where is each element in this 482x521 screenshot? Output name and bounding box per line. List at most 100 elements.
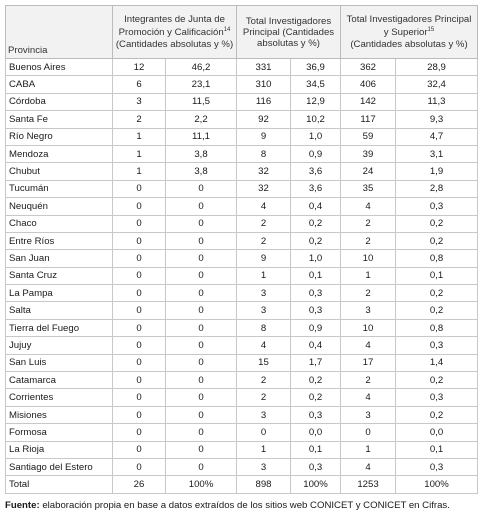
table-row: Misiones 0 0 3 0,3 3 0,2 [5,405,479,425]
cell: 4 [340,336,397,355]
table-row: San Luis 0 0 15 1,7 17 1,4 [5,353,479,373]
cell: 0,2 [395,371,479,390]
cell: 0,2 [290,231,342,251]
province-cell: Tucumán [5,179,113,199]
footer-label: Fuente: [5,500,40,511]
table-row: Salta 0 0 3 0,3 3 0,2 [5,301,479,320]
cell: 0,2 [290,388,342,407]
table-row: Chaco 0 0 2 0,2 2 0,2 [5,214,479,233]
cell: 0 [164,353,238,373]
province-cell: La Rioja [5,440,113,459]
cell: 32 [236,162,292,181]
cell: 0,8 [395,249,479,268]
cell: 0,1 [395,266,479,286]
cell: 0 [236,423,292,442]
cell: 0 [164,249,238,268]
cell: 1,7 [290,353,342,373]
province-cell: Neuquén [5,197,113,216]
cell: 0 [164,318,238,338]
cell: 0 [112,179,166,199]
province-cell: Córdoba [5,92,113,112]
cell: 3,6 [290,179,342,199]
cell: 0,2 [395,231,479,251]
cell: 2 [236,231,292,251]
cell: 2 [340,214,397,233]
province-cell: Corrientes [5,388,113,407]
cell: 2,2 [164,110,238,129]
cell: 0 [164,214,238,233]
cell: 17 [340,353,397,373]
header-text: Integrantes de Junta de Promoción y Cali… [118,14,225,39]
table-row: Catamarca 0 0 2 0,2 2 0,2 [5,371,479,390]
cell: 0,1 [290,440,342,459]
cell: 3,1 [395,144,479,164]
cell: 0 [112,231,166,251]
cell: 0 [164,197,238,216]
header-text: (Cantidades absolutas y %) [115,38,234,50]
cell: 24 [340,162,397,181]
cell: 100% [164,475,238,494]
cell: 117 [340,110,397,129]
table-row: Jujuy 0 0 4 0,4 4 0,3 [5,336,479,355]
province-cell: CABA [5,75,113,94]
cell: 9,3 [395,110,479,129]
cell: 1 [340,266,397,286]
cell: 0,3 [290,405,342,425]
cell: 36,9 [290,57,342,77]
cell: 26 [112,475,166,494]
cell: 0 [164,231,238,251]
province-cell: San Luis [5,353,113,373]
cell: 2 [112,110,166,129]
table-row: Entre Ríos 0 0 2 0,2 2 0,2 [5,231,479,251]
province-cell: Buenos Aires [5,57,113,77]
cell: 1253 [340,475,397,494]
cell: 0 [112,301,166,320]
cell: 0,2 [395,214,479,233]
cell: 11,1 [164,127,238,146]
cell: 0,3 [395,457,479,477]
cell: 23,1 [164,75,238,94]
cell: 15 [236,353,292,373]
table-row: Neuquén 0 0 4 0,4 4 0,3 [5,197,479,216]
cell: 92 [236,110,292,129]
cell: 34,5 [290,75,342,94]
cell: 28,9 [395,57,479,77]
cell: 0 [164,423,238,442]
cell: 116 [236,92,292,112]
cell: 0 [112,266,166,286]
cell: 10,2 [290,110,342,129]
cell: 4 [340,197,397,216]
cell: 8 [236,144,292,164]
cell: 10 [340,249,397,268]
header-cell: Total Investigadores Principal y Superio… [340,5,479,59]
cell: 1,0 [290,249,342,268]
header-cell: Integrantes de Junta de Promoción y Cali… [111,5,238,59]
header-cell: Total Investigadores Principal (Cantidad… [236,5,342,59]
cell: 32 [236,179,292,199]
cell: 362 [340,57,397,77]
cell: 0,2 [290,214,342,233]
cell: 331 [236,57,292,77]
province-cell: Mendoza [5,144,113,164]
cell: 1 [112,162,166,181]
province-cell: Misiones [5,405,113,425]
cell: 0 [112,457,166,477]
footer-text: elaboración propia en base a datos extra… [42,500,450,511]
cell: 0,4 [290,197,342,216]
cell: 0 [112,318,166,338]
province-cell: Catamarca [5,371,113,390]
cell: 0 [112,405,166,425]
cell: 1,0 [290,127,342,146]
cell: 46,2 [164,57,238,77]
table-row: Río Negro 1 11,1 9 1,0 59 4,7 [5,127,479,146]
table-row: La Pampa 0 0 3 0,3 2 0,2 [5,284,479,303]
cell: 3,8 [164,144,238,164]
cell: 9 [236,249,292,268]
cell: 3 [236,301,292,320]
cell: 2 [236,214,292,233]
cell: 0,2 [290,371,342,390]
cell: 0,2 [395,301,479,320]
cell: 0,3 [290,457,342,477]
cell: 11,5 [164,92,238,112]
cell: 2 [340,231,397,251]
